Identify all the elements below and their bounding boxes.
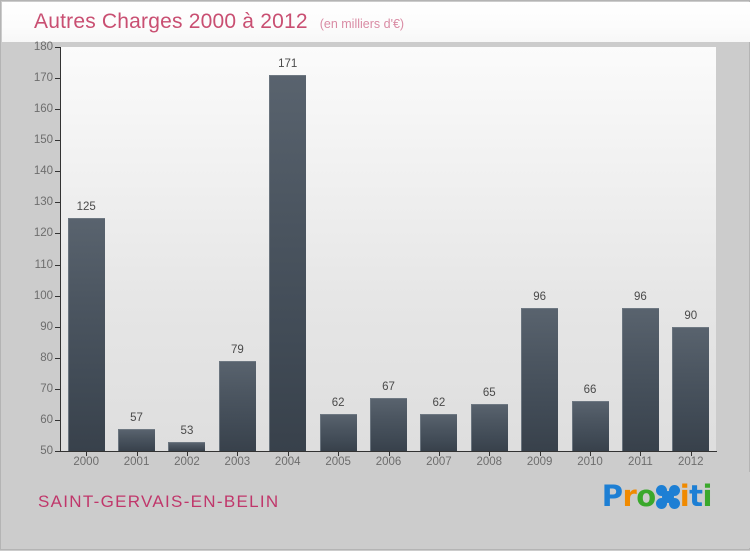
y-axis-tick bbox=[55, 202, 61, 203]
bar-value-label: 96 bbox=[634, 291, 647, 304]
bar[interactable] bbox=[168, 441, 206, 451]
bar-value-label: 62 bbox=[331, 396, 345, 409]
y-axis-tick bbox=[55, 420, 61, 421]
x-axis-tick-label: 2006 bbox=[375, 456, 402, 468]
bar[interactable] bbox=[470, 404, 508, 451]
x-axis-tick-label: 2004 bbox=[274, 456, 301, 468]
y-axis-tick bbox=[55, 296, 61, 297]
y-axis-tick-label: 180 bbox=[33, 41, 53, 53]
logo-letter-o: o bbox=[636, 479, 656, 513]
bar-value-label: 66 bbox=[583, 384, 597, 397]
header-band: Autres Charges 2000 à 2012 (en milliers … bbox=[2, 2, 750, 42]
x-axis-tick-label: 2009 bbox=[526, 456, 553, 468]
y-axis-labels: 50 60 70 80 90 100 110 120 130 140 150 160 170 180 bbox=[1, 1, 53, 551]
y-axis-tick-label: 70 bbox=[40, 382, 53, 395]
x-axis-tick-label: 2005 bbox=[325, 456, 351, 468]
x-axis-tick bbox=[640, 451, 641, 456]
logo-letter-p: P bbox=[601, 479, 623, 513]
bar-value-label: 171 bbox=[278, 57, 298, 70]
y-axis-tick-label: 150 bbox=[33, 134, 53, 147]
x-axis-tick bbox=[590, 451, 591, 456]
logo-letter-t: t bbox=[689, 479, 703, 513]
x-axis-tick bbox=[137, 451, 138, 456]
chart-units-subtitle: (en milliers d'€) bbox=[319, 17, 405, 31]
y-axis-tick-label: 90 bbox=[40, 320, 53, 333]
y-axis-tick bbox=[55, 327, 61, 328]
bar[interactable] bbox=[319, 413, 357, 451]
y-axis-tick bbox=[55, 109, 61, 110]
bar[interactable] bbox=[571, 401, 609, 451]
bar-value-label: 125 bbox=[76, 200, 96, 213]
bar-value-label: 57 bbox=[130, 412, 143, 425]
footer-band: SAINT-GERVAIS-EN-BELIN Pro iti bbox=[2, 472, 750, 548]
plot-area bbox=[61, 47, 716, 451]
bar-value-label: 79 bbox=[230, 343, 244, 356]
bar[interactable] bbox=[420, 413, 458, 451]
bar-value-label: 90 bbox=[684, 309, 698, 322]
commune-name: SAINT-GERVAIS-EN-BELIN bbox=[38, 492, 280, 511]
y-axis-tick-label: 50 bbox=[40, 445, 53, 457]
x-axis-tick bbox=[86, 451, 87, 456]
y-axis-tick-label: 160 bbox=[33, 103, 53, 116]
proxiti-logo[interactable]: Pro iti bbox=[601, 479, 713, 513]
y-axis-tick bbox=[55, 171, 61, 172]
bar[interactable] bbox=[621, 308, 659, 451]
bar-value-label: 67 bbox=[382, 381, 395, 394]
bar[interactable] bbox=[118, 429, 156, 451]
y-axis-tick-label: 100 bbox=[33, 289, 53, 302]
x-axis-tick bbox=[489, 451, 490, 456]
y-axis-tick bbox=[55, 389, 61, 390]
x-axis-tick-label: 2000 bbox=[73, 456, 99, 468]
x-axis-tick-label: 2001 bbox=[123, 456, 150, 468]
x-axis-tick bbox=[439, 451, 440, 456]
y-axis-tick bbox=[55, 47, 61, 48]
logo-letter-r: r bbox=[622, 479, 637, 513]
x-axis-tick bbox=[540, 451, 541, 456]
y-axis-line bbox=[60, 47, 61, 452]
x-axis-tick-label: 2010 bbox=[577, 456, 603, 468]
y-axis-tick bbox=[55, 140, 61, 141]
x-axis-tick bbox=[187, 451, 188, 456]
bar-value-label: 53 bbox=[180, 424, 194, 437]
x-axis-tick-label: 2007 bbox=[426, 456, 452, 468]
x-axis-tick bbox=[237, 451, 238, 456]
y-axis-tick-label: 110 bbox=[34, 258, 53, 271]
x-axis-tick-label: 2003 bbox=[224, 456, 251, 468]
logo-letter-i2: i bbox=[702, 479, 713, 513]
x-axis-tick bbox=[338, 451, 339, 456]
x-axis-tick-label: 2012 bbox=[678, 456, 704, 468]
y-axis-tick-label: 170 bbox=[33, 72, 53, 85]
page-title: Autres Charges 2000 à 2012 bbox=[34, 10, 308, 33]
logo-letter-x-icon bbox=[655, 484, 680, 510]
bar[interactable] bbox=[67, 217, 105, 451]
bar[interactable] bbox=[370, 398, 407, 451]
x-axis-tick-label: 2002 bbox=[174, 456, 200, 468]
bar[interactable] bbox=[269, 74, 307, 451]
title-row: Autres Charges 2000 à 2012 (en milliers … bbox=[34, 10, 404, 34]
y-axis-tick-label: 130 bbox=[33, 196, 53, 209]
bar[interactable] bbox=[218, 360, 256, 451]
y-axis-tick bbox=[55, 233, 61, 234]
y-axis-tick-label: 120 bbox=[33, 227, 53, 240]
y-axis-tick bbox=[55, 78, 61, 79]
x-axis-tick bbox=[288, 451, 289, 456]
y-axis-tick-label: 80 bbox=[40, 351, 53, 364]
y-axis-tick bbox=[55, 265, 61, 266]
x-axis-tick bbox=[389, 451, 390, 456]
x-axis-tick-label: 2011 bbox=[628, 456, 653, 468]
y-axis-tick-label: 140 bbox=[33, 165, 53, 178]
x-axis-tick bbox=[691, 451, 692, 456]
y-axis-tick bbox=[55, 358, 61, 359]
bar[interactable] bbox=[521, 308, 559, 451]
y-axis-tick bbox=[55, 451, 61, 452]
bar-value-label: 62 bbox=[432, 396, 446, 409]
y-axis-tick-label: 60 bbox=[40, 413, 53, 426]
bar-value-label: 65 bbox=[482, 387, 496, 400]
bar-value-label: 96 bbox=[533, 291, 547, 304]
bar[interactable] bbox=[672, 326, 710, 451]
x-axis-tick-label: 2008 bbox=[476, 456, 503, 468]
logo-letter-i1: i bbox=[679, 479, 690, 513]
x-axis-line bbox=[60, 451, 717, 452]
